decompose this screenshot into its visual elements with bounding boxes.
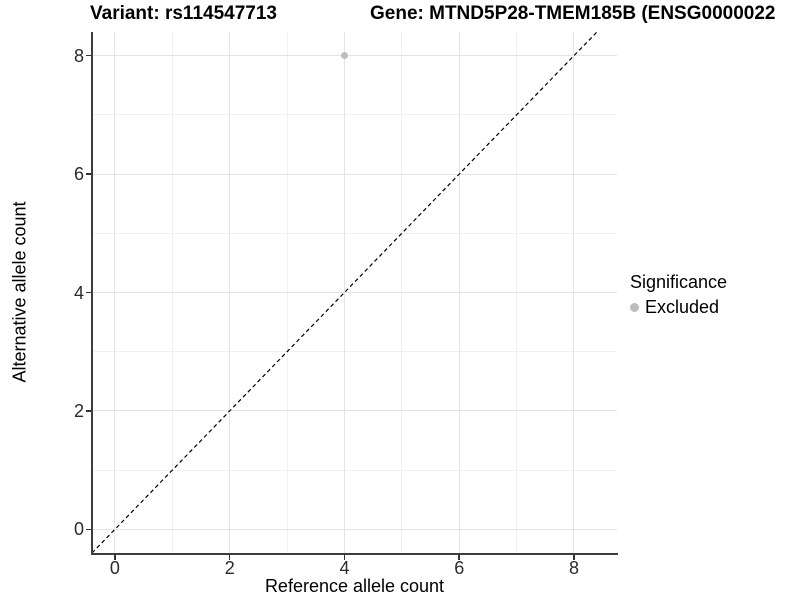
y-axis-title: Alternative allele count xyxy=(9,201,30,383)
x-tick-mark xyxy=(573,555,575,560)
major-gridline-y xyxy=(92,55,617,57)
x-tick-mark xyxy=(114,555,116,560)
legend-item-label: Excluded xyxy=(645,297,720,317)
x-tick-label: 0 xyxy=(109,558,120,578)
x-tick-mark xyxy=(343,555,346,560)
y-tick-mark xyxy=(86,54,91,57)
y-tick-mark xyxy=(86,173,91,175)
legend-point-swatch xyxy=(630,302,639,312)
y-tick-label: 6 xyxy=(73,164,84,185)
minor-gridline-y xyxy=(92,351,617,353)
identity-reference-line xyxy=(92,32,598,553)
x-axis-title: Reference allele count xyxy=(264,576,445,596)
minor-gridline-y xyxy=(92,114,617,116)
y-tick-label: 8 xyxy=(73,45,84,66)
y-tick-mark xyxy=(86,410,91,412)
major-gridline-y xyxy=(92,292,617,293)
plot-title-gene: Gene: MTND5P28-TMEM185B (ENSG0000022 xyxy=(370,3,776,24)
major-gridline-y xyxy=(92,410,617,412)
major-gridline-y xyxy=(92,173,617,175)
y-tick-mark xyxy=(86,528,91,531)
minor-gridline-y xyxy=(92,469,617,471)
x-tick-label: 2 xyxy=(224,558,235,578)
y-tick-label: 0 xyxy=(73,519,84,540)
legend: Significance Excluded xyxy=(630,271,727,318)
y-tick-label: 2 xyxy=(73,400,84,421)
y-tick-label: 4 xyxy=(73,282,84,303)
x-tick-label: 8 xyxy=(568,558,579,578)
data-point xyxy=(340,52,348,60)
major-gridline-y xyxy=(92,528,617,530)
legend-title: Significance xyxy=(630,272,728,292)
plot-title-variant: Variant: rs114547713 xyxy=(90,3,277,24)
plot-panel xyxy=(92,32,617,553)
x-tick-label: 6 xyxy=(454,558,465,578)
x-axis-line xyxy=(91,553,618,555)
legend-item-excluded: Excluded xyxy=(630,296,727,318)
y-axis-line xyxy=(91,32,93,554)
y-tick-mark xyxy=(86,291,91,294)
x-tick-mark xyxy=(458,555,460,560)
minor-gridline-y xyxy=(92,232,617,234)
x-tick-mark xyxy=(228,555,231,560)
x-tick-label: 4 xyxy=(339,558,350,578)
